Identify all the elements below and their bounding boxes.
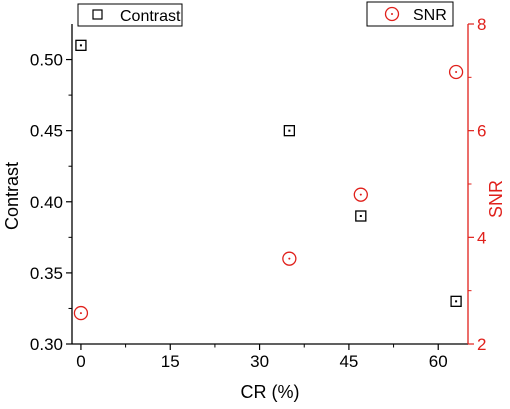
left-tick-label: 0.50 <box>30 51 63 70</box>
snr-point-center <box>79 312 82 315</box>
left-tick-label: 0.35 <box>30 264 63 283</box>
x-tick-label: 0 <box>76 352 85 371</box>
x-tick-label: 15 <box>161 352 180 371</box>
left-tick-label: 0.30 <box>30 335 63 354</box>
right-tick-label: 4 <box>477 228 486 247</box>
ticks-layer: 0 15 30 45 60 0.30 0.35 0.40 0.45 0.50 2 4 6 8 <box>30 15 487 371</box>
right-tick-label: 8 <box>477 15 486 34</box>
legend-snr-label: SNR <box>413 7 447 24</box>
x-tick-label: 30 <box>250 352 269 371</box>
snr-point <box>353 187 368 202</box>
legend-contrast-box <box>77 3 183 27</box>
snr-point <box>448 64 464 80</box>
right-tick-label: 6 <box>477 122 486 141</box>
legend-contrast: Contrast <box>77 3 183 27</box>
x-tick-label: 60 <box>429 352 448 371</box>
contrast-point <box>283 125 296 137</box>
marks-layer <box>73 39 464 321</box>
legend-contrast-label: Contrast <box>120 8 181 25</box>
contrast-point-center <box>79 44 82 47</box>
contrast-point-center <box>288 129 291 132</box>
contrast-point-center <box>359 215 362 217</box>
contrast-point <box>355 210 367 222</box>
snr-point <box>73 305 89 321</box>
right-axis-title: SNR <box>486 180 506 218</box>
legend-snr-box <box>366 1 454 27</box>
legend-snr-marker-dot <box>391 13 393 15</box>
snr-point-center <box>359 193 362 196</box>
x-axis-title: CR (%) <box>241 382 300 402</box>
snr-point <box>282 251 297 266</box>
left-axis-title: Contrast <box>2 162 22 230</box>
snr-point-center <box>455 71 458 73</box>
left-tick-label: 0.45 <box>30 122 63 141</box>
x-tick-label: 45 <box>339 352 358 371</box>
snr-point-center <box>288 257 291 260</box>
right-tick-label: 2 <box>477 335 486 354</box>
legend-snr-marker <box>384 6 400 22</box>
contrast-point <box>75 39 87 51</box>
left-tick-label: 0.40 <box>30 193 63 212</box>
contrast-point-center <box>455 300 458 303</box>
contrast-point <box>450 295 462 307</box>
legend-snr: SNR <box>366 1 454 27</box>
legend-contrast-marker <box>92 9 103 20</box>
